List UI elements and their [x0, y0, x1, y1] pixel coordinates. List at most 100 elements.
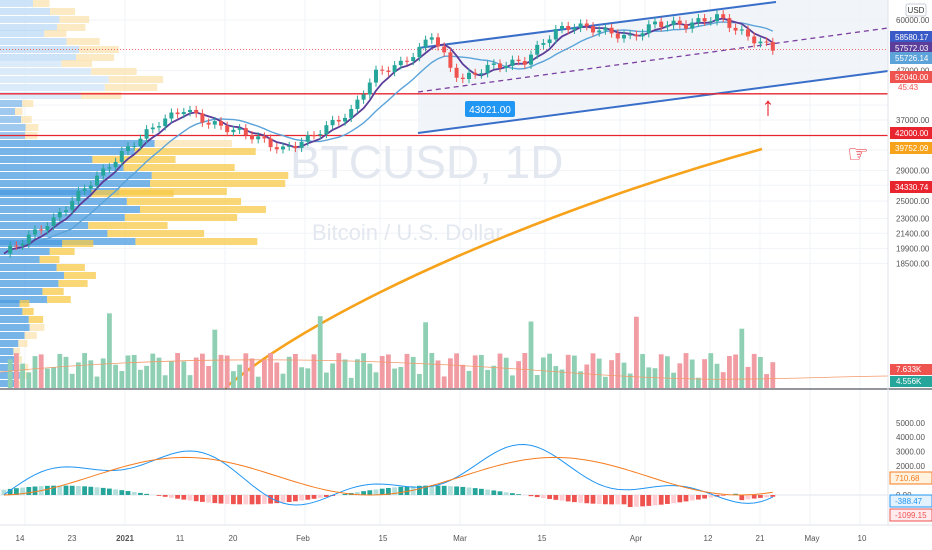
price-tick-label: 37000.00 — [896, 116, 930, 125]
candle-body — [460, 77, 465, 79]
price-label: 57572.03 — [895, 44, 929, 53]
volume-bar — [627, 373, 633, 388]
candle-body — [436, 37, 440, 47]
volume-bar — [739, 328, 745, 388]
candle-body — [752, 36, 757, 44]
volume-bar — [404, 353, 410, 388]
macd-histogram-bar — [417, 485, 422, 495]
macd-histogram-bar — [156, 495, 162, 496]
price-label: 42000.00 — [895, 129, 929, 138]
volume-profile-bar — [0, 108, 16, 115]
candle-body — [343, 117, 347, 122]
macd-tick-label: 4000.00 — [896, 433, 925, 442]
currency-badge[interactable] — [905, 3, 927, 17]
candle-body — [175, 112, 180, 115]
volume-profile-bar — [24, 332, 37, 339]
volume-bar — [63, 356, 69, 388]
candle-body — [628, 34, 633, 36]
macd-histogram-bar — [398, 486, 404, 495]
candle-body — [665, 25, 670, 28]
volume-bar — [187, 375, 193, 388]
candle-body — [721, 14, 726, 19]
volume-bar — [497, 353, 503, 388]
macd-histogram-bar — [745, 495, 751, 500]
volume-profile-bar — [15, 108, 23, 115]
macd-histogram-bar — [472, 488, 478, 495]
macd-histogram-bar — [627, 495, 633, 508]
macd-histogram-bar — [609, 495, 614, 505]
macd-histogram-bar — [634, 495, 639, 507]
volume-bar — [485, 369, 490, 388]
macd-tick-label: 3000.00 — [896, 448, 925, 457]
volume-profile-bar — [0, 248, 50, 255]
volume-bar — [503, 357, 509, 388]
macd-histogram-bar — [373, 489, 379, 495]
volume-bar — [286, 356, 292, 388]
volume-bar — [119, 371, 125, 388]
volume-bar — [441, 376, 447, 388]
macd-histogram-bar — [485, 489, 490, 495]
macd-histogram-bar — [169, 495, 174, 498]
volume-profile-bar — [79, 46, 119, 53]
volume-profile-bar — [0, 54, 77, 61]
macd-histogram-bar — [652, 495, 658, 506]
volume-bar — [255, 376, 261, 388]
macd-histogram-bar — [107, 488, 112, 495]
macd-histogram-bar — [237, 495, 242, 505]
candle-body — [659, 21, 664, 28]
volume-profile-bar — [0, 164, 124, 171]
candle-body — [318, 134, 323, 136]
macd-histogram-bar — [131, 491, 137, 495]
candle-body — [423, 39, 428, 48]
candle-body — [708, 21, 713, 23]
volume-profile-bar — [0, 198, 127, 205]
volume-bar — [107, 313, 112, 388]
macd-histogram-bar — [255, 495, 261, 505]
price-label-box — [890, 142, 932, 154]
macd-histogram-bar — [379, 488, 385, 495]
macd-histogram-bar — [491, 490, 497, 495]
volume-profile-bar — [0, 172, 152, 179]
candle-body — [454, 67, 459, 78]
time-tick-label: Mar — [453, 534, 467, 543]
volume-bar — [231, 371, 236, 388]
volume-profile-bar — [0, 332, 25, 339]
macd-histogram-bar — [677, 495, 683, 503]
volume-bar — [578, 371, 583, 388]
macd-histogram-bar — [231, 495, 236, 505]
volume-profile-bar — [154, 140, 232, 147]
volume-bar — [516, 361, 521, 388]
candle-body — [572, 27, 577, 30]
volume-bar — [125, 355, 131, 388]
candle-body — [448, 52, 453, 68]
macd-histogram-bar — [367, 490, 373, 495]
candle-body — [715, 14, 719, 22]
macd-histogram-bar — [138, 492, 143, 495]
candle-body — [529, 54, 533, 65]
candle-body — [324, 125, 329, 135]
macd-histogram-bar — [603, 495, 608, 505]
candle-body — [485, 64, 490, 74]
macd-histogram-bar — [206, 495, 211, 503]
macd-histogram-bar — [26, 486, 32, 495]
candle-body — [380, 69, 385, 71]
volume-profile-bar — [150, 180, 286, 187]
macd-histogram-bar — [689, 495, 695, 501]
volume-profile-bar — [0, 84, 105, 91]
candle-body — [646, 24, 651, 34]
volume-bar — [293, 354, 298, 388]
candle-body — [336, 119, 341, 122]
macd-histogram-bar — [76, 486, 81, 495]
candle-body — [200, 113, 205, 123]
macd-histogram-bar — [466, 487, 472, 495]
time-tick-label: Apr — [630, 534, 643, 543]
volume-bar — [745, 366, 751, 388]
volume-profile-bar — [49, 248, 75, 255]
volume-bar — [218, 354, 224, 388]
volume-bar — [671, 372, 676, 388]
candle-body — [622, 35, 626, 39]
macd-histogram-bar — [45, 485, 50, 495]
macd-histogram-bar — [572, 495, 577, 503]
volume-bar — [299, 367, 304, 388]
